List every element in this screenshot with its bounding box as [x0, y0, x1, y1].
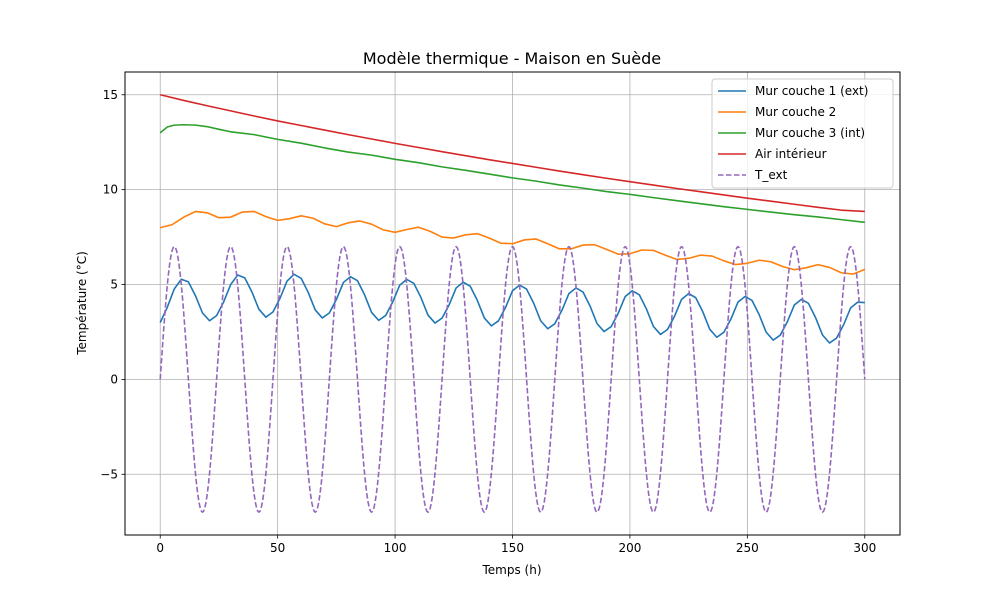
- y-tick-label: 0: [110, 372, 118, 386]
- x-tick-label: 50: [270, 541, 285, 555]
- legend: Mur couche 1 (ext) Mur couche 2 Mur couche…: [711, 78, 894, 189]
- series-line: [159, 123, 865, 224]
- x-tick-label: 100: [384, 541, 407, 555]
- series-line: [160, 210, 866, 275]
- series-layer: [159, 93, 866, 514]
- legend-box: [711, 78, 894, 189]
- legend-entry: Mur couche 2: [755, 105, 836, 119]
- y-axis-label: Température (°C): [75, 251, 89, 356]
- x-tick-label: 0: [156, 541, 164, 555]
- series-line: [159, 273, 865, 344]
- y-tick-label: −5: [100, 467, 118, 481]
- y-tick-label: 5: [110, 278, 118, 292]
- x-axis-label: Temps (h): [481, 563, 541, 577]
- x-tick-label: 150: [501, 541, 524, 555]
- x-tick-label: 250: [736, 541, 759, 555]
- chart-title: Modèle thermique - Maison en Suède: [363, 49, 661, 68]
- ticks: 0 50 100 150 200 250 300 −5 0 5 10 15: [100, 88, 876, 555]
- series-line: [159, 245, 866, 514]
- series-line: [160, 93, 865, 213]
- legend-entry: Mur couche 1 (ext): [755, 84, 868, 98]
- y-tick-label: 10: [103, 183, 118, 197]
- x-tick-label: 300: [853, 541, 876, 555]
- legend-entry: T_ext: [754, 168, 788, 182]
- y-tick-label: 15: [103, 88, 118, 102]
- legend-entry: Mur couche 3 (int): [755, 126, 865, 140]
- legend-entry: Air intérieur: [755, 147, 827, 161]
- x-tick-label: 200: [618, 541, 641, 555]
